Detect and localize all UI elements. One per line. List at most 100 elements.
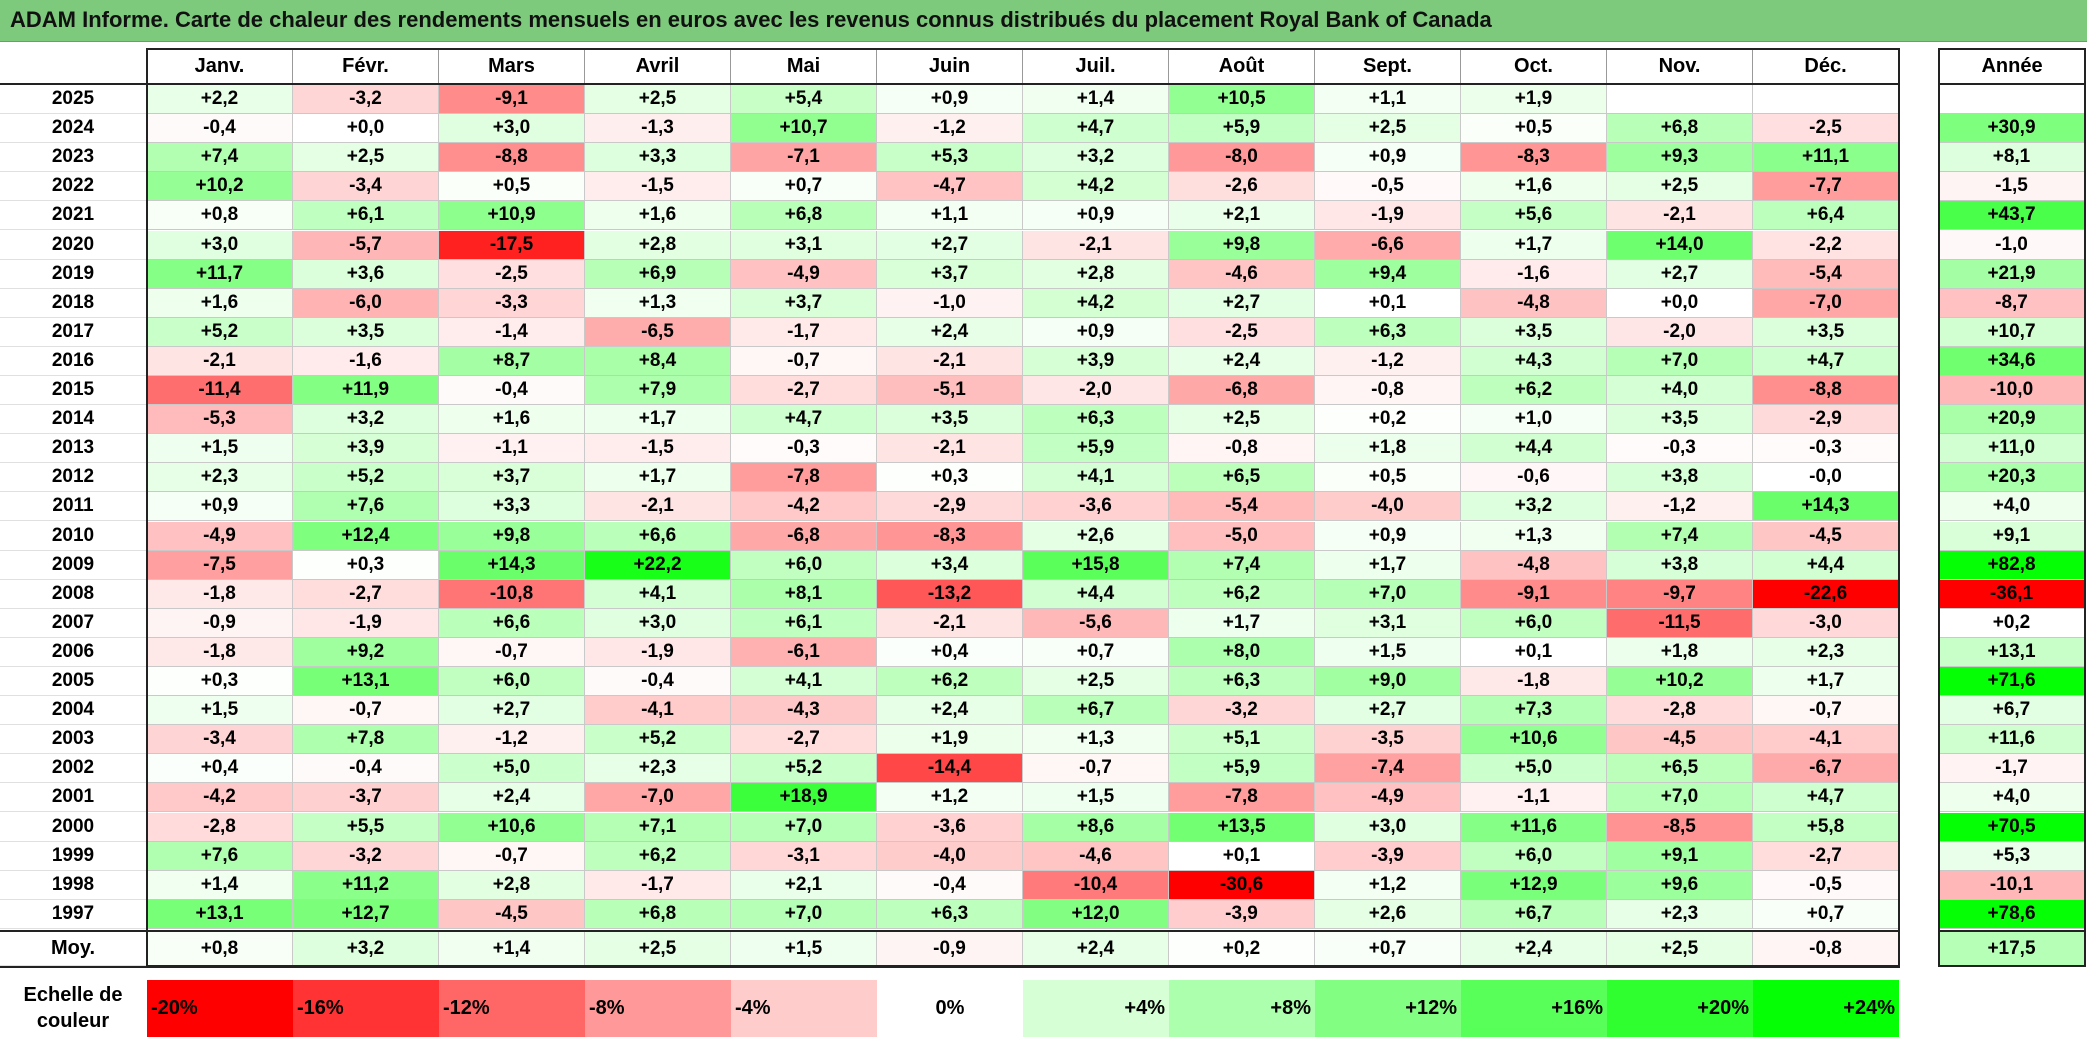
heatmap-cell: +3,7 [439, 463, 585, 493]
heatmap-cell: +2,1 [731, 870, 877, 900]
heatmap-cell: +6,3 [1023, 405, 1169, 435]
heatmap-cell: -2,7 [293, 579, 439, 609]
year-label: 2014 [0, 405, 146, 435]
heatmap-cell: -4,5 [1607, 725, 1753, 755]
heatmap-cell: +0,3 [147, 667, 293, 697]
heatmap-cell: +2,4 [439, 783, 585, 813]
heatmap-cell: +2,2 [147, 85, 293, 115]
heatmap-cell: +6,3 [877, 899, 1023, 929]
heatmap-cell: -2,9 [877, 492, 1023, 522]
heatmap-cell: +5,1 [1169, 725, 1315, 755]
heatmap-cell: -22,6 [1753, 579, 1899, 609]
heatmap-cell: -9,1 [1461, 579, 1607, 609]
annual-cell: +30,9 [1939, 114, 2085, 144]
heatmap-cell: +11,6 [1461, 812, 1607, 842]
month-header: Août [1169, 49, 1315, 84]
average-divider [0, 930, 1900, 932]
heatmap-cell: -2,8 [147, 812, 293, 842]
heatmap-cell: -1,0 [877, 288, 1023, 318]
heatmap-cell: -1,2 [1607, 492, 1753, 522]
heatmap-cell: -1,6 [1461, 259, 1607, 289]
heatmap-cell: +7,0 [1315, 579, 1461, 609]
heatmap-cell: -1,2 [439, 725, 585, 755]
heatmap-cell: -2,1 [585, 492, 731, 522]
year-label: 2009 [0, 551, 146, 580]
heatmap-cell: -5,1 [877, 376, 1023, 406]
heatmap-cell: -4,0 [1315, 492, 1461, 522]
heatmap-cell: +3,5 [877, 405, 1023, 435]
heatmap-cell: +1,6 [585, 201, 731, 231]
average-cell: +2,4 [1023, 932, 1169, 966]
heatmap-cell: +1,4 [147, 870, 293, 900]
heatmap-cell: +10,9 [439, 201, 585, 231]
heatmap-cell: +11,9 [293, 376, 439, 406]
heatmap-cell: +7,0 [1607, 783, 1753, 813]
heatmap-cell: +0,5 [1461, 114, 1607, 144]
heatmap-cell: -3,0 [1753, 608, 1899, 638]
heatmap-cell: +2,7 [439, 696, 585, 726]
heatmap-cell: +2,4 [877, 317, 1023, 347]
heatmap-cell: -2,7 [731, 376, 877, 406]
heatmap-cell: -7,5 [147, 550, 293, 580]
heatmap-cell: -0,3 [1753, 434, 1899, 464]
annual-cell: +9,1 [1939, 521, 2085, 551]
heatmap-cell: +6,2 [877, 667, 1023, 697]
heatmap-cell: +1,9 [1461, 85, 1607, 115]
heatmap-cell: +0,5 [439, 172, 585, 202]
heatmap-cell: -5,6 [1023, 608, 1169, 638]
heatmap-cell: +3,5 [1461, 317, 1607, 347]
heatmap-cell: +5,4 [731, 85, 877, 115]
heatmap-cell: +7,0 [1607, 346, 1753, 376]
heatmap-cell: +10,2 [1607, 667, 1753, 697]
heatmap-cell: -3,5 [1315, 725, 1461, 755]
heatmap-cell: -2,1 [1607, 201, 1753, 231]
month-header: Nov. [1607, 49, 1753, 84]
heatmap-cell: -11,4 [147, 376, 293, 406]
heatmap-cell: -1,5 [585, 172, 731, 202]
annual-cell: +21,9 [1939, 259, 2085, 289]
heatmap-cell: +3,1 [731, 230, 877, 260]
average-cell: +2,5 [585, 932, 731, 966]
heatmap-cell: -6,6 [1315, 230, 1461, 260]
year-label: 2017 [0, 318, 146, 347]
heatmap-cell: +14,3 [1753, 492, 1899, 522]
heatmap-cell: +6,1 [293, 201, 439, 231]
heatmap-cell: +1,3 [1461, 521, 1607, 551]
average-cell: +3,2 [293, 932, 439, 966]
color-scale-swatch: +8% [1169, 980, 1315, 1037]
heatmap-cell: -7,7 [1753, 172, 1899, 202]
heatmap-cell: +9,1 [1607, 841, 1753, 871]
heatmap-cell: +3,9 [1023, 346, 1169, 376]
color-scale-swatch: 0% [877, 980, 1023, 1037]
heatmap-cell: +2,5 [1169, 405, 1315, 435]
heatmap-cell: +6,2 [1169, 579, 1315, 609]
year-label: 2022 [0, 172, 146, 202]
heatmap-cell: +12,4 [293, 521, 439, 551]
heatmap-cell: +8,0 [1169, 637, 1315, 667]
heatmap-cell: +2,5 [1023, 667, 1169, 697]
heatmap-cell: -0,7 [293, 696, 439, 726]
heatmap-cell: -8,3 [877, 521, 1023, 551]
year-label: 2013 [0, 434, 146, 464]
heatmap-cell: +0,4 [147, 754, 293, 784]
heatmap-cell: +7,4 [1607, 521, 1753, 551]
heatmap-cell: +7,0 [731, 812, 877, 842]
heatmap-cell: -2,7 [1753, 841, 1899, 871]
heatmap-cell: +2,3 [1753, 637, 1899, 667]
heatmap-cell: +6,7 [1461, 899, 1607, 929]
average-cell: +0,7 [1315, 932, 1461, 966]
heatmap-cell: -6,5 [585, 317, 731, 347]
annual-cell: +11,0 [1939, 434, 2085, 464]
heatmap-cell: -1,1 [1461, 783, 1607, 813]
heatmap-cell: -4,3 [731, 696, 877, 726]
heatmap-cell: +11,1 [1753, 143, 1899, 173]
annual-cell: +10,7 [1939, 317, 2085, 347]
heatmap-cell: +7,4 [147, 143, 293, 173]
year-label: 2021 [0, 201, 146, 231]
heatmap-cell: -2,5 [1753, 114, 1899, 144]
heatmap-cell: +9,8 [439, 521, 585, 551]
heatmap-cell: -6,1 [731, 637, 877, 667]
heatmap-cell: -10,8 [439, 579, 585, 609]
heatmap-cell: -4,2 [731, 492, 877, 522]
heatmap-cell: -8,8 [1753, 376, 1899, 406]
